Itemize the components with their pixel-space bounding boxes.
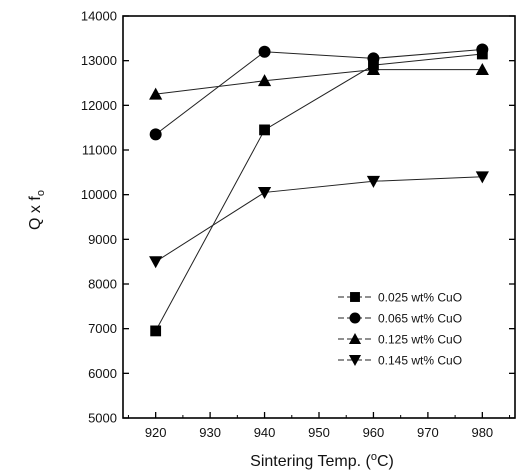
y-tick-label: 10000 [81, 187, 117, 202]
legend-label: 0.145 wt% CuO [378, 354, 462, 368]
x-tick-label: 920 [145, 425, 167, 440]
y-tick-label: 9000 [88, 232, 117, 247]
data-point [149, 87, 163, 100]
x-tick-label: 970 [417, 425, 439, 440]
legend-marker [350, 292, 360, 302]
y-axis-title-main: Q x f [27, 196, 44, 230]
legend-marker [348, 355, 362, 367]
legend-label: 0.025 wt% CuO [378, 291, 462, 305]
x-tick-label: 930 [199, 425, 221, 440]
y-axis-title: Q x fo [27, 190, 47, 230]
x-axis-title-end: C) [377, 453, 394, 470]
x-axis-title-sup: o [371, 451, 377, 463]
x-tick-label: 940 [254, 425, 276, 440]
legend-label: 0.125 wt% CuO [378, 333, 462, 347]
y-tick-label: 6000 [88, 366, 117, 381]
x-tick-label: 950 [308, 425, 330, 440]
data-point [476, 43, 489, 56]
data-point [366, 63, 381, 75]
x-tick-label: 980 [471, 425, 493, 440]
y-tick-label: 11000 [82, 143, 117, 158]
y-tick-label: 7000 [88, 321, 117, 336]
y-tick-label: 12000 [81, 98, 117, 113]
x-tick-label: 960 [363, 425, 385, 440]
data-point [366, 175, 381, 188]
legend-entry: 0.125 wt% CuO [338, 333, 462, 347]
x-axis: 920 930 940 950 960 970 980 [127, 412, 511, 440]
data-point [149, 256, 163, 269]
legend-marker [348, 332, 362, 344]
legend-entry: 0.065 wt% CuO [338, 312, 462, 326]
data-point [257, 187, 272, 200]
data-point [475, 63, 489, 75]
series-line [155, 176, 483, 263]
series-lines [155, 49, 483, 332]
x-axis-title-main: Sintering Temp. ( [250, 453, 371, 470]
y-tick-label: 13000 [81, 53, 117, 68]
legend-marker [349, 312, 361, 324]
series-line [155, 49, 483, 135]
data-point [259, 124, 270, 136]
y-axis: 5000 6000 7000 8000 9000 10000 11000 12000 13000… [81, 9, 515, 426]
y-tick-label: 14000 [81, 9, 117, 24]
series-line [155, 53, 483, 332]
x-axis-title: Sintering Temp. (oC) [250, 451, 394, 470]
series-markers [149, 43, 489, 337]
data-point [367, 52, 380, 65]
legend-entry: 0.025 wt% CuO [338, 291, 462, 305]
y-axis-title-sub: o [35, 190, 47, 196]
legend-label: 0.065 wt% CuO [378, 312, 462, 326]
data-point [258, 45, 271, 58]
series-line [155, 69, 483, 95]
data-point [257, 74, 272, 87]
y-tick-label: 5000 [88, 411, 117, 426]
legend-entry: 0.145 wt% CuO [338, 354, 462, 368]
data-point [150, 325, 162, 337]
y-tick-label: 8000 [88, 277, 117, 292]
data-point [475, 171, 489, 184]
data-point [149, 128, 162, 141]
legend: 0.025 wt% CuO 0.065 wt% CuO 0.125 wt% CuO 0… [338, 291, 462, 368]
